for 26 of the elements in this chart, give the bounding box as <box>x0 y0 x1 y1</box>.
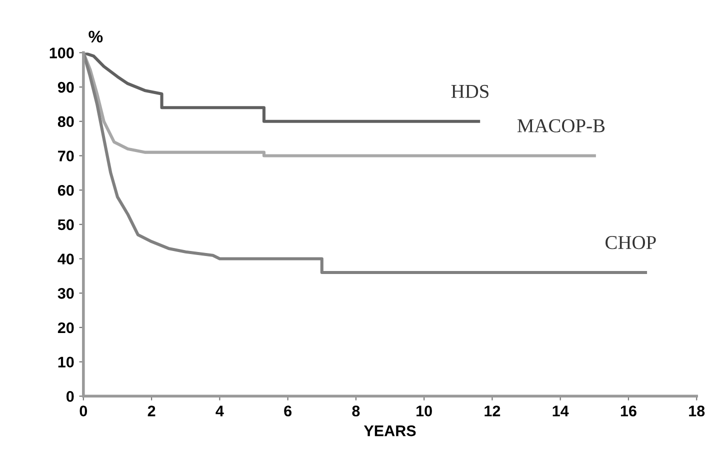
x-tick-label: 4 <box>216 406 224 416</box>
y-tick-label: 60 <box>58 184 74 196</box>
y-tick-label: 90 <box>58 82 74 93</box>
series-label: CHOP <box>606 236 656 250</box>
x-tick-label: 0 <box>80 406 88 416</box>
series-label: MACOP-B <box>517 119 605 132</box>
x-tick-label: 6 <box>284 406 292 416</box>
x-tick-label: 14 <box>552 406 569 416</box>
y-tick-label: 80 <box>58 116 74 128</box>
y-tick-label: 30 <box>58 288 74 299</box>
x-tick-label: 18 <box>689 406 705 416</box>
y-tick-label: 40 <box>58 254 74 264</box>
y-tick-label: 100 <box>50 48 74 58</box>
x-tick-label: 12 <box>484 406 500 416</box>
x-tick-label: 2 <box>148 406 156 416</box>
y-axis-title: % <box>88 30 103 42</box>
x-tick-label: 8 <box>352 406 360 416</box>
y-tick-label: 10 <box>58 356 74 368</box>
y-tick-label: 0 <box>66 391 74 402</box>
x-axis-title: YEARS <box>364 425 416 436</box>
series-label: HDS <box>451 84 488 98</box>
x-tick-label: 10 <box>416 406 432 416</box>
y-tick-label: 70 <box>58 150 74 162</box>
y-tick-label: 20 <box>58 322 74 334</box>
x-tick-label: 16 <box>620 406 636 416</box>
y-tick-label: 50 <box>58 219 74 230</box>
